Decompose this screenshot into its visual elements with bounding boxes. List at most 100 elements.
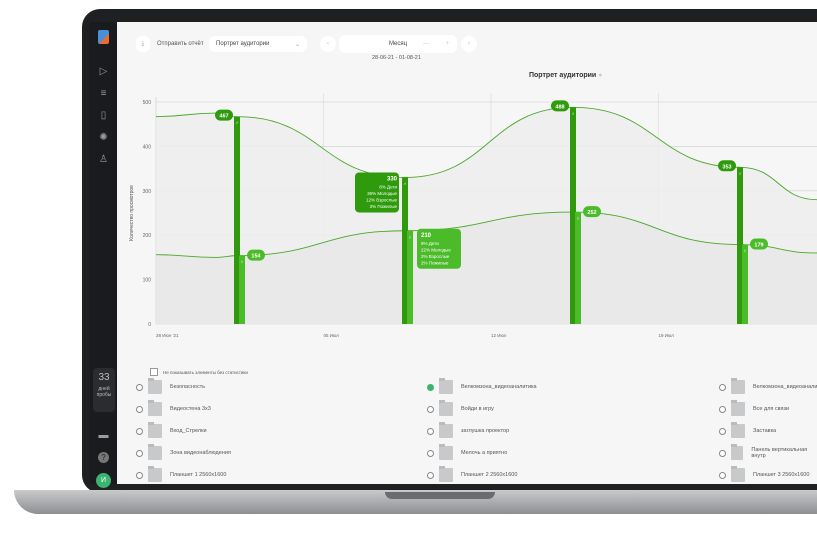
x-tick-label: 05 Июл	[324, 333, 340, 338]
item-radio[interactable]	[427, 471, 434, 479]
audience-chart: 0 100 200 300 400 500 28 Июн '21 05 Июл 12 Июл 19…	[129, 93, 817, 338]
item-label: Зона видеонаблюдения	[170, 450, 231, 456]
tooltip-value: 330	[387, 176, 398, 182]
list-item[interactable]: Велкомзона_видеоаналитика	[719, 378, 817, 394]
item-radio[interactable]	[427, 383, 434, 391]
person-icon: ♂	[235, 121, 239, 127]
item-radio[interactable]	[427, 405, 434, 413]
chart-title-text: Портрет аудитории	[529, 72, 597, 79]
item-radio[interactable]	[719, 427, 726, 435]
loader-icon[interactable]: ✺	[99, 132, 108, 143]
item-label: заглушка проектор	[461, 428, 510, 434]
item-label: Планшет 1 2560х1600	[170, 472, 227, 478]
period-value: Месяц	[388, 41, 408, 47]
bar-total	[402, 177, 408, 324]
folder-icon	[439, 400, 453, 416]
folder-icon	[731, 400, 745, 416]
sidebar: ▷ ≡ ▯ ✺ ♙ 33 дней пробы ▬ ? И	[90, 22, 117, 488]
bar-secondary	[575, 212, 581, 324]
person-icon: ♀	[408, 235, 412, 241]
zoom-out-icon[interactable]: —	[423, 41, 429, 47]
hide-empty-label: Не показывать элементы без статистики	[163, 369, 248, 375]
item-radio[interactable]	[136, 427, 143, 435]
person-icon: ♂	[738, 171, 742, 177]
value-label: 252	[587, 210, 596, 216]
list-item[interactable]: Панель вертикальная внутр	[719, 444, 817, 460]
next-period-button[interactable]: ›	[461, 36, 477, 52]
download-icon[interactable]: ⤓	[136, 36, 150, 52]
person-icon: ♂	[403, 181, 407, 187]
monitor-icon[interactable]: ▬	[98, 430, 109, 441]
list-item[interactable]: Заставка	[719, 422, 777, 438]
send-report-button[interactable]: Отправить отчёт	[157, 41, 204, 47]
value-badge	[583, 206, 601, 218]
hide-empty-checkbox-row[interactable]: Не показывать элементы без статистики	[150, 368, 248, 376]
bar-secondary	[742, 244, 748, 324]
value-badge	[247, 249, 265, 261]
item-label: Мелочь а приятно	[461, 450, 508, 456]
tooltip-line: 2% Пожилые	[421, 260, 449, 265]
item-label: Заставка	[753, 428, 777, 434]
item-radio[interactable]	[719, 383, 726, 391]
info-icon[interactable]: ●	[598, 72, 603, 79]
folder-icon	[731, 378, 745, 394]
value-label: 179	[754, 243, 763, 249]
filter-icon[interactable]: ≡	[100, 88, 107, 99]
prev-period-button[interactable]: ‹	[320, 36, 336, 52]
list-item[interactable]: Зона видеонаблюдения	[136, 444, 231, 460]
tooltip-line: 8% Дети	[379, 184, 397, 189]
list-item[interactable]: Войди в игру	[427, 400, 494, 416]
report-select[interactable]: Портрет аудитории ⌄	[209, 36, 307, 52]
folder-icon	[148, 466, 162, 482]
tooltip-value: 210	[421, 233, 432, 239]
item-radio[interactable]	[136, 471, 143, 479]
hide-empty-checkbox[interactable]	[150, 368, 158, 376]
item-radio[interactable]	[136, 449, 143, 457]
folder-icon	[148, 444, 162, 460]
document-icon[interactable]: ▯	[100, 110, 107, 121]
item-radio[interactable]	[719, 405, 726, 413]
list-item[interactable]: Вход_Стрелки	[136, 422, 207, 438]
laptop-notch	[385, 492, 495, 499]
help-icon[interactable]: ?	[98, 452, 109, 463]
list-item[interactable]: Планшет 2 2560х1600	[427, 466, 517, 482]
folder-icon	[730, 444, 744, 460]
list-item[interactable]: Планшет 1 2560х1600	[136, 466, 227, 482]
avatar[interactable]: И	[96, 473, 111, 488]
item-label: Безопасность	[170, 384, 206, 390]
item-label: Вход_Стрелки	[170, 428, 207, 434]
zoom-in-icon[interactable]: +	[445, 41, 449, 47]
list-item[interactable]: Мелочь а приятно	[427, 444, 508, 460]
folder-icon	[439, 444, 453, 460]
series-line	[155, 211, 817, 258]
tooltip-line: 9% Дети	[421, 241, 439, 246]
folder-icon	[148, 422, 162, 438]
list-item[interactable]: заглушка проектор	[427, 422, 510, 438]
logo-icon[interactable]	[98, 30, 109, 44]
item-label: Видеостена 3х3	[170, 406, 211, 412]
list-item[interactable]: Велкомзона_видеоаналитика	[427, 378, 537, 394]
item-radio[interactable]	[719, 449, 726, 457]
folder-icon	[439, 422, 453, 438]
item-radio[interactable]	[719, 471, 726, 479]
tooltip	[355, 172, 399, 213]
play-icon[interactable]: ▷	[99, 66, 108, 77]
chevron-down-icon: ⌄	[294, 41, 300, 48]
list-item[interactable]: Безопасность	[136, 378, 206, 394]
item-radio[interactable]	[136, 405, 143, 413]
folder-icon	[148, 378, 162, 394]
list-item[interactable]: Планшет 3 2560х1600	[719, 466, 809, 482]
list-item[interactable]: Все для связи	[719, 400, 789, 416]
item-radio[interactable]	[136, 383, 143, 391]
period-selector[interactable]: Месяц — +	[339, 35, 457, 53]
item-label: Велкомзона_видеоаналитика	[753, 384, 817, 390]
bar-secondary	[407, 230, 413, 324]
y-axis-label: Количество просмотров	[129, 185, 135, 241]
user-icon[interactable]: ♙	[99, 154, 108, 165]
item-radio[interactable]	[427, 449, 434, 457]
person-icon: ♀	[576, 216, 580, 222]
list-item[interactable]: Видеостена 3х3	[136, 400, 211, 416]
tooltip-line: 36% Молодые	[367, 191, 397, 196]
item-label: Велкомзона_видеоаналитика	[461, 384, 537, 390]
item-radio[interactable]	[427, 427, 434, 435]
